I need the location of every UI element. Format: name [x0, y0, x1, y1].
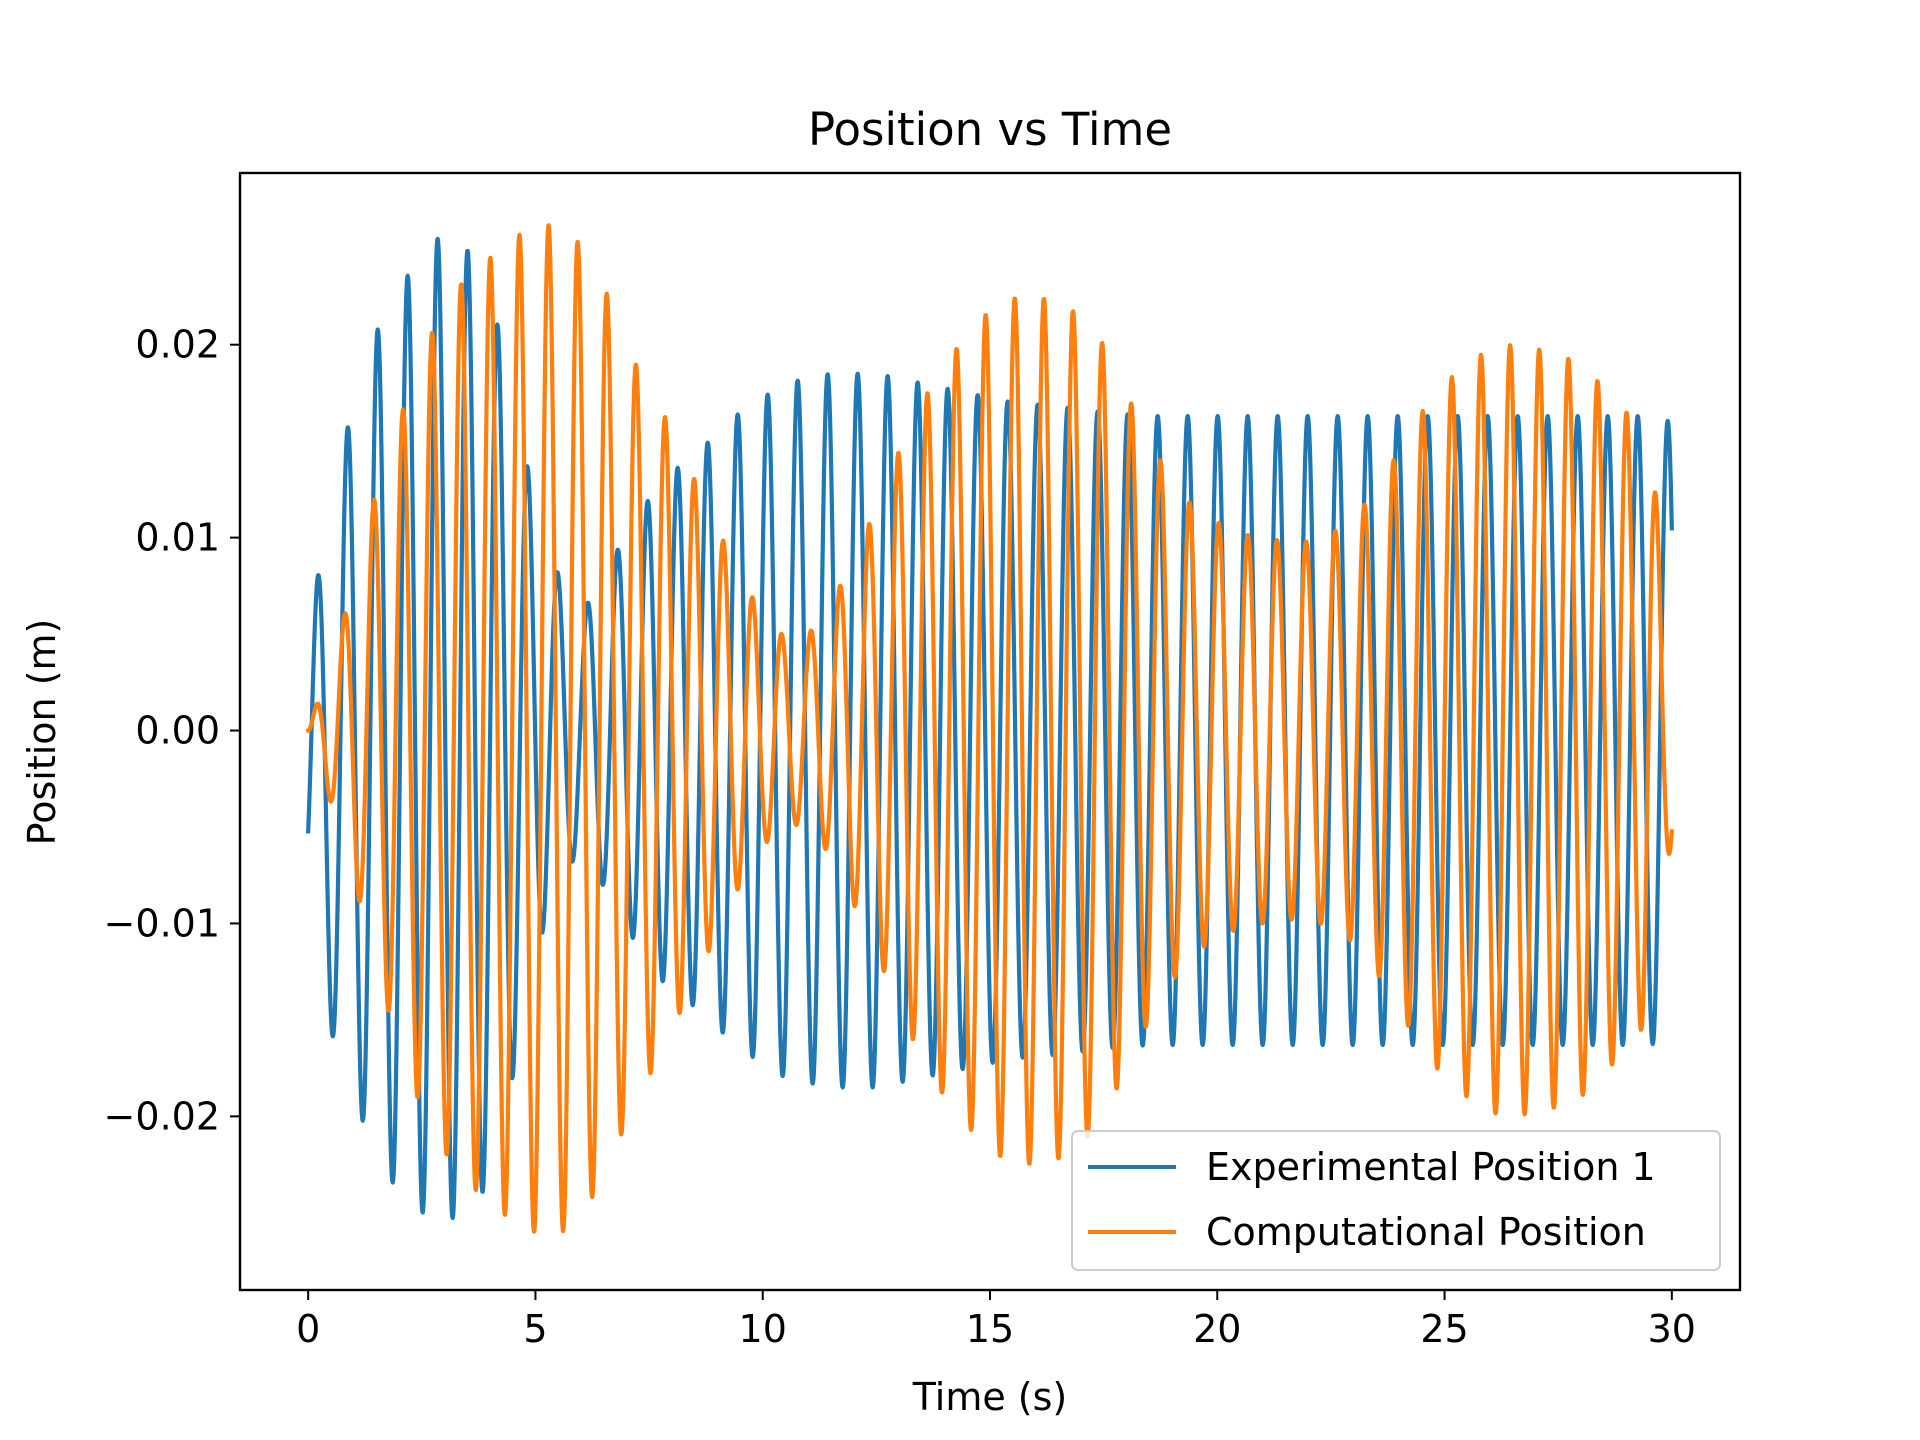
x-axis: 0 5 10 15 20 25 30: [296, 1290, 1696, 1351]
y-axis-label: Position (m): [20, 619, 64, 846]
x-tick-label: 30: [1648, 1307, 1696, 1351]
series-line-computational: [305, 223, 1675, 1234]
y-tick-label: −0.02: [104, 1094, 220, 1138]
legend-label-experimental: Experimental Position 1: [1206, 1145, 1656, 1189]
x-tick-label: 20: [1193, 1307, 1241, 1351]
y-tick-label: 0.01: [135, 516, 220, 560]
y-tick-label: −0.01: [104, 901, 220, 945]
x-tick-label: 5: [523, 1307, 547, 1351]
series-line-experimental: [305, 236, 1674, 1221]
x-axis-label: Time (s): [912, 1375, 1068, 1419]
legend: Experimental Position 1 Computational Po…: [1071, 1130, 1721, 1271]
legend-label-computational: Computational Position: [1206, 1210, 1646, 1254]
x-tick-label: 15: [966, 1307, 1014, 1351]
y-axis: −0.02 −0.01 0.00 0.01 0.02: [104, 323, 240, 1138]
x-tick-label: 10: [739, 1307, 787, 1351]
legend-box: [1071, 1130, 1721, 1271]
chart-title: Position vs Time: [808, 103, 1172, 156]
y-tick-label: 0.02: [135, 323, 220, 367]
x-tick-label: 25: [1420, 1307, 1468, 1351]
x-tick-label: 0: [296, 1307, 320, 1351]
y-tick-label: 0.00: [135, 709, 220, 753]
series-layer: [305, 223, 1675, 1234]
